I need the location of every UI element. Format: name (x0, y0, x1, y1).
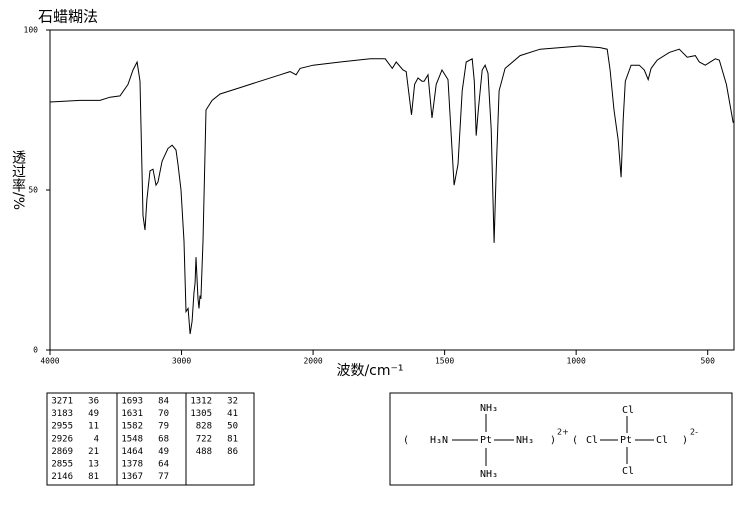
table-cell: 1378 (121, 460, 143, 470)
y-tick-label: 100 (24, 26, 39, 35)
atom-label: Cl (656, 435, 668, 446)
table-cell: 2955 (51, 422, 73, 432)
y-tick-label: 0 (33, 346, 38, 355)
atom-label: Cl (622, 405, 634, 416)
y-tick-label: 50 (28, 186, 38, 195)
table-cell: 11 (88, 422, 99, 432)
table-cell: 1305 (190, 409, 212, 419)
table-cell: 2869 (51, 447, 73, 457)
table-cell: 41 (227, 409, 238, 419)
table: 3271 36 3183 49 2955 11 2926 4 2869 21 2855 13 2146 8… (51, 397, 238, 483)
table-cell: 1631 (121, 409, 143, 419)
table-cell: 488 (196, 447, 212, 457)
table-cell: 722 (196, 434, 212, 444)
table-cell: 36 (88, 397, 99, 407)
plot-frame (49, 29, 735, 351)
x-tick-label: 1000 (567, 357, 586, 366)
table-cell: 32 (227, 397, 238, 407)
y-axis-label: 透过率/% (10, 150, 26, 210)
table-cell: 84 (158, 397, 169, 407)
bracket: ( (403, 435, 409, 446)
x-tick-label: 2000 (303, 357, 322, 366)
table-cell: 81 (88, 472, 99, 482)
x-axis-label: 波数/cm⁻¹ (336, 363, 403, 379)
table-cell: 77 (158, 472, 169, 482)
table-cell: 4 (94, 434, 99, 444)
table-cell: 49 (88, 409, 99, 419)
atom-label: Cl (622, 466, 634, 477)
charge: 2- (690, 428, 698, 437)
table-cell: 3271 (51, 397, 73, 407)
table-cell: 1548 (121, 434, 143, 444)
bracket: ) (682, 435, 688, 446)
bracket: ) (550, 435, 556, 446)
structure-frame (389, 392, 733, 486)
table-cell: 49 (158, 447, 169, 457)
table-cell: 2855 (51, 460, 73, 470)
table-cell: 13 (88, 460, 99, 470)
x-tick-label: 4000 (40, 357, 59, 366)
table-cell: 50 (227, 422, 238, 432)
x-tick-label: 3000 (172, 357, 191, 366)
table-cell: 1582 (121, 422, 143, 432)
atom-label: NH₃ (480, 403, 498, 414)
table-cell: 21 (88, 447, 99, 457)
table-cell: 79 (158, 422, 169, 432)
x-tick-label: 500 (700, 357, 715, 366)
structure: ( NH₃ H₃N Pt NH₃ NH₃ ) 2+ ( Cl Cl Pt Cl … (403, 403, 698, 480)
charge: 2+ (557, 428, 569, 437)
table-cell: 1464 (121, 447, 143, 457)
table-cell: 81 (227, 434, 238, 444)
chart-title: 石蜡糊法 (38, 8, 98, 26)
table-cell: 2146 (51, 472, 73, 482)
table-cell: 86 (227, 447, 238, 457)
table-cell: 1367 (121, 472, 143, 482)
atom-label: Pt (480, 435, 492, 446)
atom-label: NH₃ (516, 435, 534, 446)
table-cell: 64 (158, 460, 169, 470)
table-frame (46, 392, 255, 486)
x-tick-label: 1500 (435, 357, 454, 366)
atom-label: NH₃ (480, 469, 498, 480)
table-cell: 2926 (51, 434, 73, 444)
table-cell: 68 (158, 434, 169, 444)
atom-label: Pt (620, 435, 632, 446)
table-cell: 3183 (51, 409, 73, 419)
table-cell: 1693 (121, 397, 143, 407)
table-cell: 1312 (190, 397, 212, 407)
table-cell: 70 (158, 409, 169, 419)
atom-label: H₃N (430, 435, 448, 446)
atom-label: Cl (586, 435, 598, 446)
bracket: ( (572, 435, 578, 446)
table-cell: 828 (196, 422, 212, 432)
spectrum-line (49, 45, 734, 335)
